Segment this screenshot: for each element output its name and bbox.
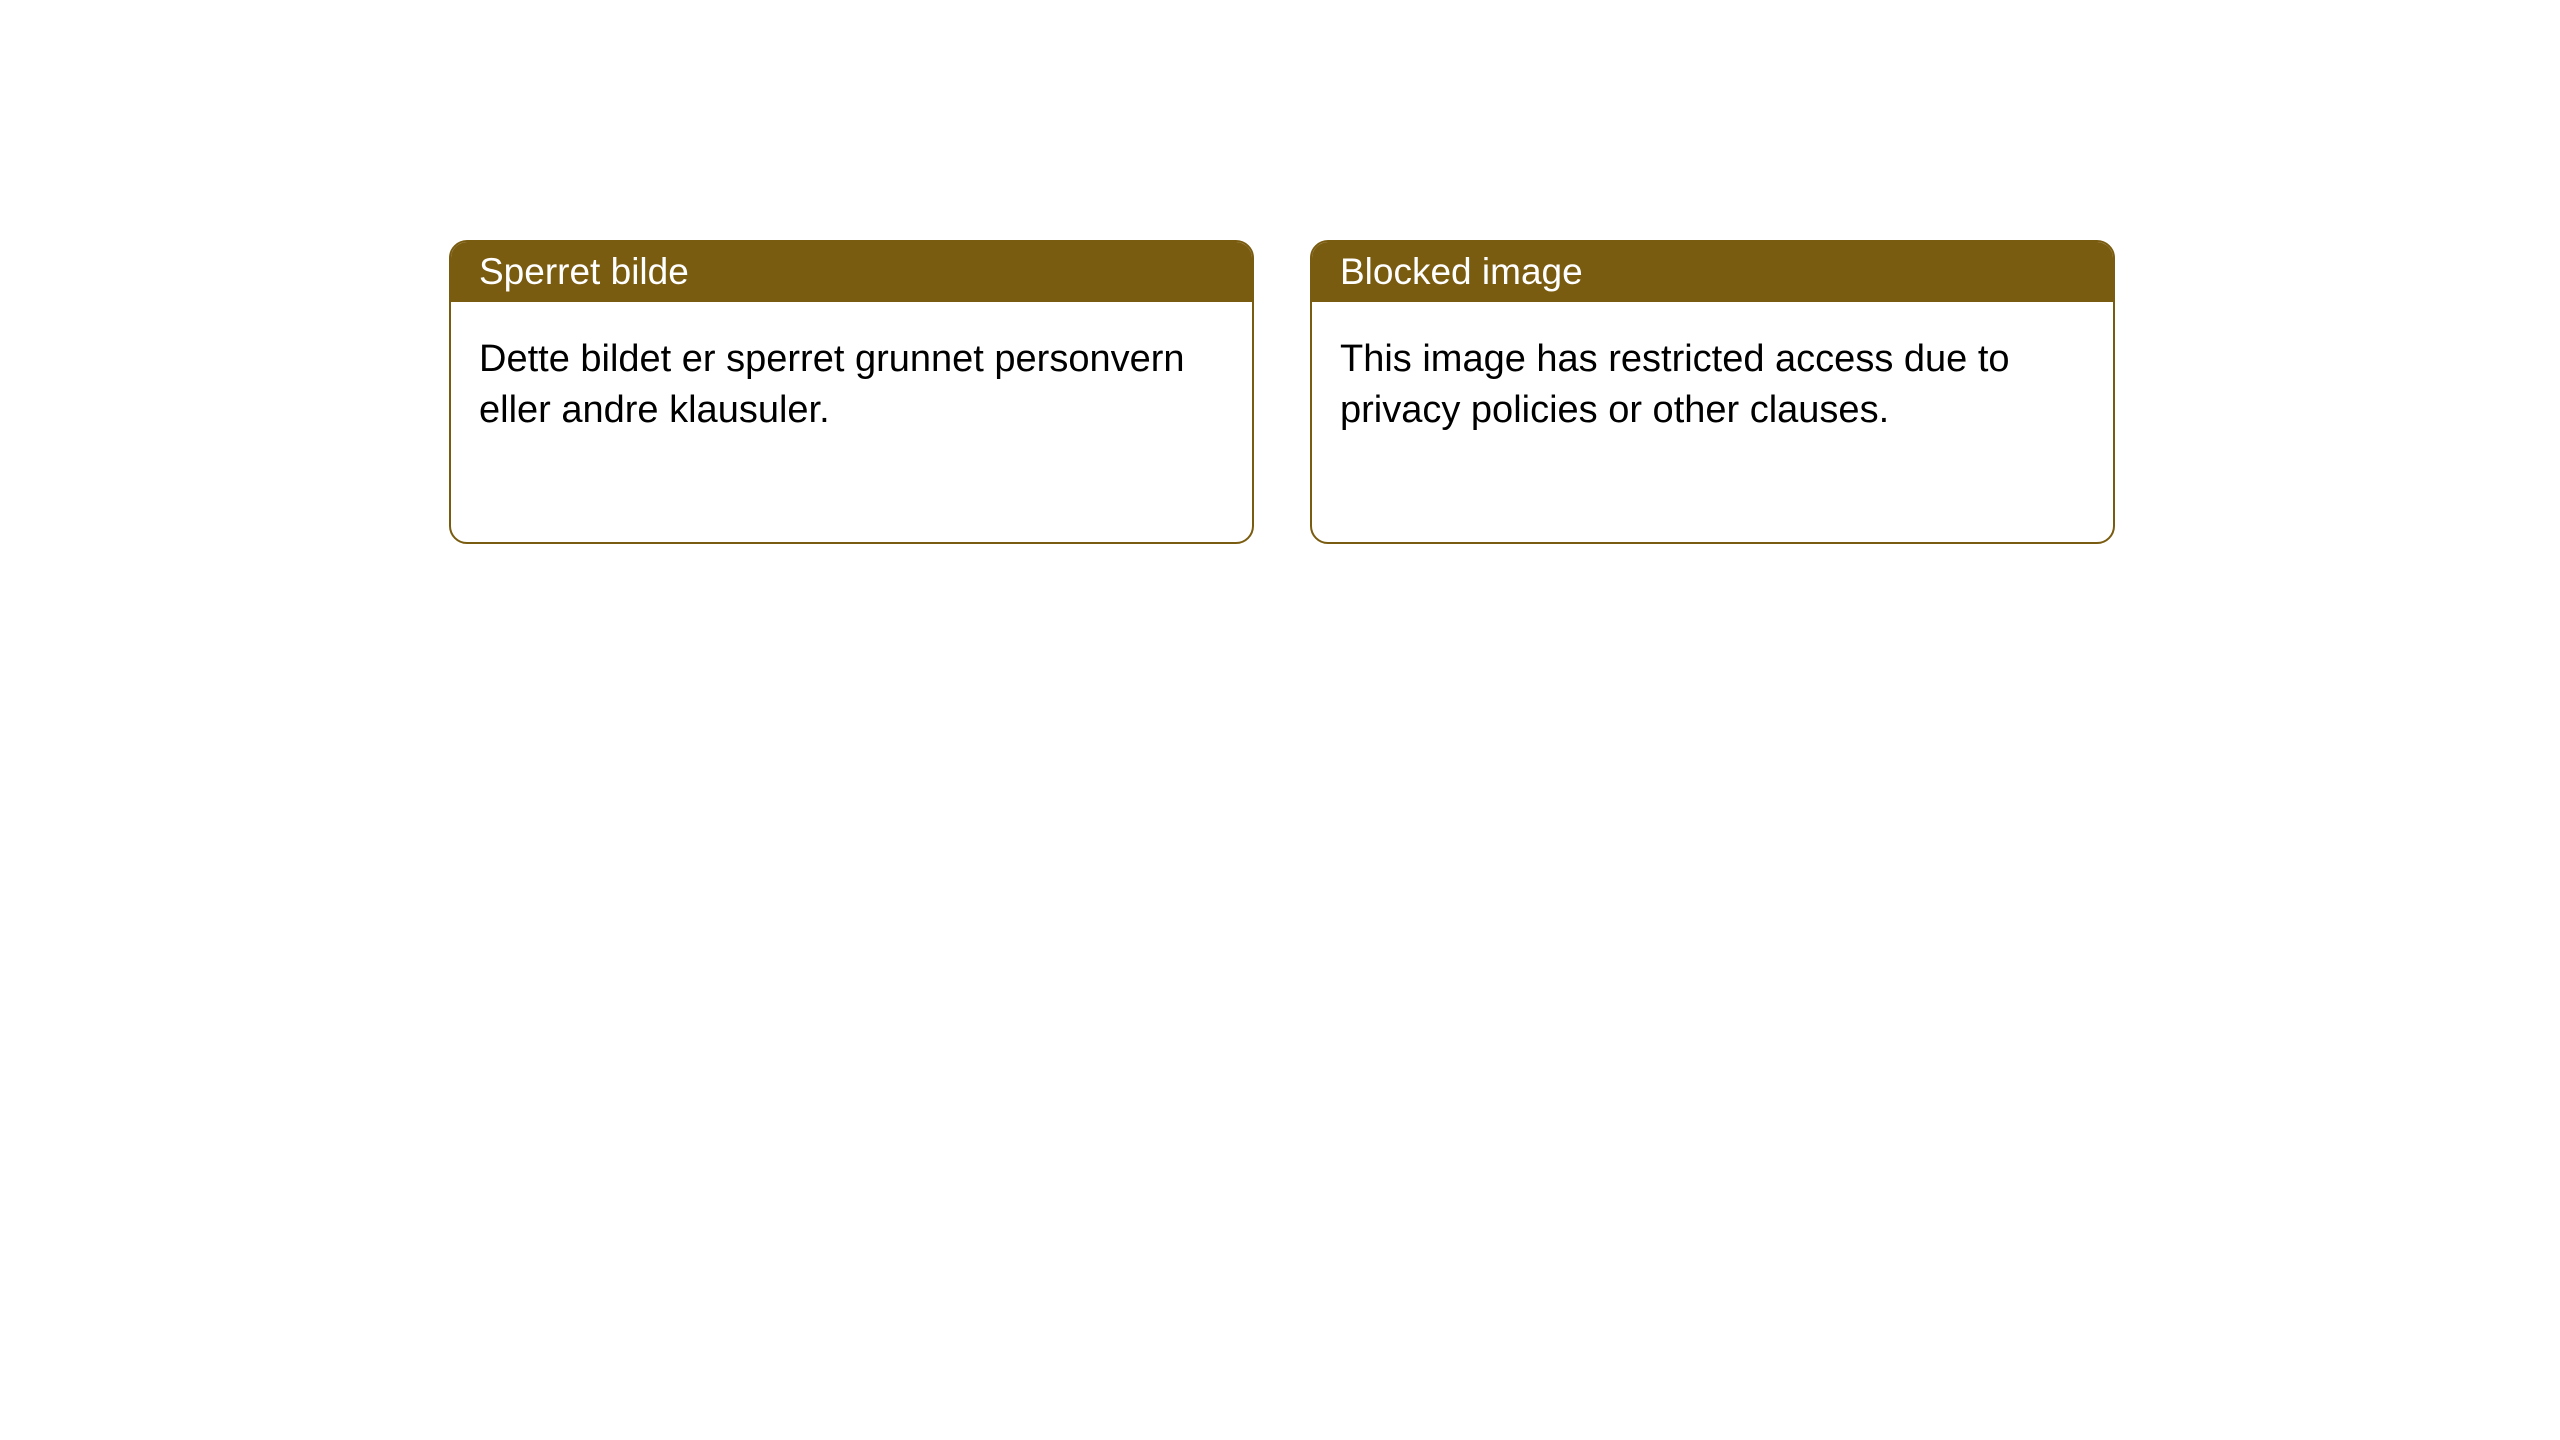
notice-container: Sperret bilde Dette bildet er sperret gr… (449, 240, 2115, 544)
notice-card-title: Sperret bilde (451, 242, 1252, 302)
notice-card-english: Blocked image This image has restricted … (1310, 240, 2115, 544)
notice-card-norwegian: Sperret bilde Dette bildet er sperret gr… (449, 240, 1254, 544)
notice-card-body: Dette bildet er sperret grunnet personve… (451, 302, 1252, 542)
notice-card-title: Blocked image (1312, 242, 2113, 302)
notice-card-body: This image has restricted access due to … (1312, 302, 2113, 542)
